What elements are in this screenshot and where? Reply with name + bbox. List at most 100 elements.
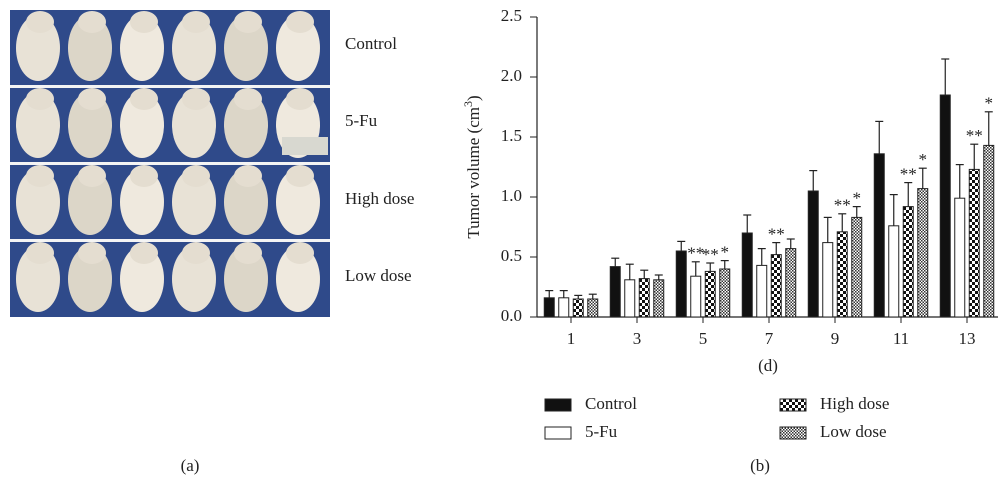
- mouse-head: [26, 242, 54, 264]
- bar: [902, 206, 914, 318]
- bar: [653, 279, 665, 318]
- y-axis-label-text: Tumor volume (cm: [464, 107, 483, 239]
- photo-panel: [10, 10, 330, 317]
- mouse: [276, 246, 320, 312]
- bar: [954, 197, 966, 318]
- bar: [770, 254, 782, 318]
- significance-label: *: [721, 243, 730, 262]
- photo-label: Low dose: [345, 266, 412, 285]
- bar: [690, 275, 702, 318]
- mouse: [224, 246, 268, 312]
- bar: [624, 279, 636, 318]
- bar: [851, 216, 863, 318]
- x-tick-label: 3: [633, 329, 642, 348]
- mouse-head: [26, 88, 54, 110]
- x-tick-label: 11: [893, 329, 909, 348]
- mouse-head: [78, 165, 106, 187]
- bar: [558, 297, 570, 318]
- mouse-head: [234, 165, 262, 187]
- bar: [741, 232, 753, 318]
- mouse-head: [78, 88, 106, 110]
- y-tick-label: 1.0: [501, 186, 522, 205]
- mouse-head: [78, 242, 106, 264]
- bar: [587, 298, 599, 318]
- mouse: [276, 15, 320, 81]
- mouse: [224, 15, 268, 81]
- mouse: [172, 246, 216, 312]
- bar: [917, 188, 929, 318]
- mouse-head: [234, 11, 262, 33]
- significance-label: **: [966, 126, 983, 145]
- strip-divider: [10, 239, 330, 242]
- mouse-head: [182, 165, 210, 187]
- bar: [785, 248, 797, 318]
- bar: [836, 231, 848, 318]
- significance-label: *: [985, 94, 994, 113]
- legend-swatch: [779, 398, 807, 412]
- mouse: [172, 169, 216, 235]
- legend-label: Low dose: [820, 422, 887, 441]
- bar: [822, 242, 834, 318]
- legend-swatch: [779, 426, 807, 440]
- mouse: [172, 15, 216, 81]
- bar: [543, 297, 555, 318]
- y-axis-label: Tumor volume (cm3): [461, 95, 483, 238]
- mouse: [16, 92, 60, 158]
- legend-label: High dose: [820, 394, 889, 413]
- panel-caption: (a): [181, 456, 200, 475]
- bar: [704, 270, 716, 318]
- mouse: [68, 15, 112, 81]
- bar: [609, 266, 621, 318]
- bar: [719, 268, 731, 318]
- ruler: [282, 137, 328, 155]
- bar: [638, 278, 650, 318]
- mouse: [120, 169, 164, 235]
- y-tick-label: 2.0: [501, 66, 522, 85]
- mouse-head: [130, 165, 158, 187]
- mouse-head: [130, 11, 158, 33]
- bar: [983, 144, 995, 318]
- bar: [888, 225, 900, 318]
- photo-label: High dose: [345, 189, 414, 208]
- bar: [572, 298, 584, 318]
- mouse: [16, 15, 60, 81]
- x-axis-label: (d): [758, 356, 778, 375]
- mouse-head: [26, 165, 54, 187]
- bar: [756, 264, 768, 318]
- mouse-head: [286, 88, 314, 110]
- legend-label: 5-Fu: [585, 422, 618, 441]
- panel-caption: (b): [750, 456, 770, 475]
- significance-label: **: [687, 244, 704, 263]
- mouse: [224, 92, 268, 158]
- strip-divider: [10, 85, 330, 88]
- legend-label: Control: [585, 394, 637, 413]
- y-tick-label: 2.5: [501, 6, 522, 25]
- significance-label: **: [768, 225, 785, 244]
- significance-label: **: [702, 245, 719, 264]
- x-tick-label: 7: [765, 329, 774, 348]
- mouse: [172, 92, 216, 158]
- x-tick-label: 9: [831, 329, 840, 348]
- mouse-head: [286, 242, 314, 264]
- mouse-head: [182, 242, 210, 264]
- mouse-head: [234, 242, 262, 264]
- mouse-head: [130, 242, 158, 264]
- strip-divider: [10, 162, 330, 165]
- x-tick-label: 5: [699, 329, 708, 348]
- mouse-head: [182, 11, 210, 33]
- bar: [939, 94, 951, 318]
- mouse-head: [182, 88, 210, 110]
- significance-label: **: [900, 165, 917, 184]
- mouse: [68, 92, 112, 158]
- significance-label: *: [853, 189, 862, 208]
- mouse-head: [234, 88, 262, 110]
- mouse: [68, 169, 112, 235]
- significance-label: **: [834, 196, 851, 215]
- mouse-head: [78, 11, 106, 33]
- mouse: [276, 169, 320, 235]
- y-tick-label: 0.5: [501, 246, 522, 265]
- legend-swatch: [544, 398, 572, 412]
- y-tick-label: 1.5: [501, 126, 522, 145]
- mouse: [16, 169, 60, 235]
